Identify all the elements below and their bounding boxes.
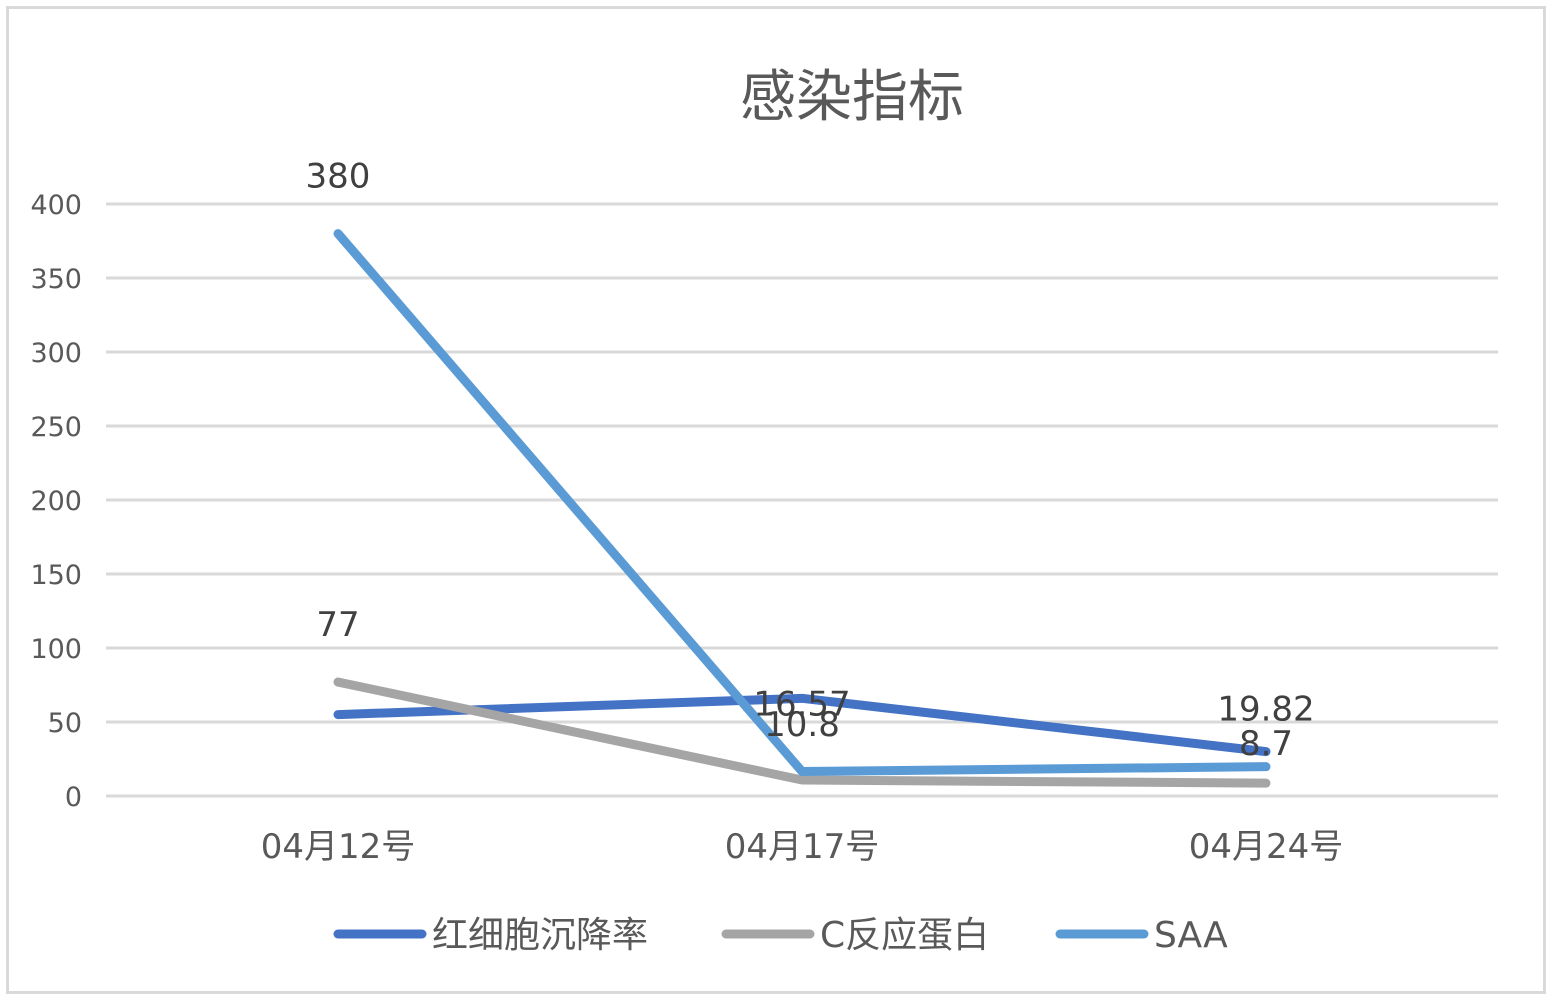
series-lines xyxy=(333,229,1271,788)
y-tick-label: 350 xyxy=(30,264,82,295)
y-tick-label: 150 xyxy=(30,560,82,591)
series-line xyxy=(333,677,1271,788)
y-tick-label: 250 xyxy=(30,412,82,443)
y-tick-label: 300 xyxy=(30,338,82,369)
legend-label: C反应蛋白 xyxy=(820,915,989,956)
legend-label: SAA xyxy=(1154,915,1228,956)
x-category-label: 04月17号 xyxy=(725,827,880,867)
y-tick-label: 200 xyxy=(30,486,82,517)
data-label: 380 xyxy=(306,157,371,197)
series-line xyxy=(333,229,1271,776)
legend: 红细胞沉降率 C反应蛋白 SAA xyxy=(333,915,1228,956)
y-tick-label: 50 xyxy=(48,708,82,739)
legend-label: 红细胞沉降率 xyxy=(432,915,648,956)
y-tick-label: 100 xyxy=(30,634,82,665)
data-labels: 77 10.8 8.7 380 16.57 19.82 xyxy=(306,157,1315,765)
x-category-label: 04月12号 xyxy=(261,827,416,867)
data-label: 8.7 xyxy=(1239,724,1293,764)
y-tick-label: 400 xyxy=(30,190,82,221)
chart-title: 感染指标 xyxy=(740,65,964,130)
data-label: 16.57 xyxy=(753,684,850,724)
x-axis-categories: 04月12号 04月17号 04月24号 xyxy=(261,827,1344,867)
data-label: 77 xyxy=(316,605,359,645)
gridlines xyxy=(106,202,1498,798)
y-axis-ticks: 0 50 100 150 200 250 300 350 400 xyxy=(30,190,82,813)
x-category-label: 04月24号 xyxy=(1189,827,1344,867)
data-label: 10.8 xyxy=(764,705,840,745)
series-line xyxy=(333,693,1271,757)
data-label: 19.82 xyxy=(1217,690,1314,730)
y-tick-label: 0 xyxy=(65,782,82,813)
